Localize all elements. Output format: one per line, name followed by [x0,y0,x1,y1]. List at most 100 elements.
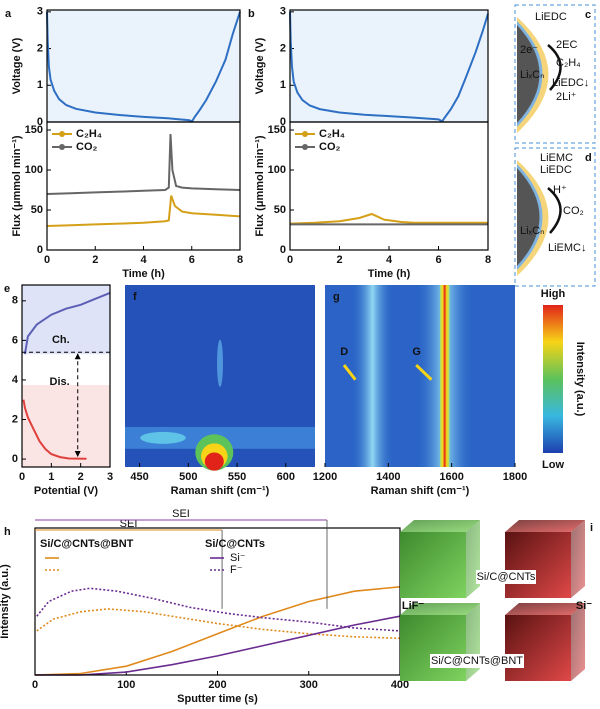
plot-background [47,10,240,122]
series-line [289,212,488,225]
y-tick-label: 0 [37,244,43,256]
panel-label: d [585,152,592,164]
y-tick-label: 2 [12,413,18,425]
diagram-text: LiEMC↓ [548,242,587,254]
sample-label: Si/C@CNTs@BNT [431,655,523,667]
legend-label: F⁻ [230,564,243,576]
annotation: D [340,346,348,358]
y-tick-label: 2 [280,42,286,54]
y-tick-label: 100 [268,164,286,176]
x-tick-label: 0 [19,471,25,483]
panel-label: f [133,291,137,303]
y-axis-label: Voltage (V) [11,37,23,94]
diagram-text: CO₂ [563,205,584,217]
x-axis-label: Time (h) [368,268,411,280]
diagram-text: LiEDC [540,164,572,176]
panel-label: b [248,8,255,20]
y-tick-label: 150 [25,124,43,136]
arrow-head [74,353,81,360]
heatmap-band [351,285,394,467]
y-tick-label: 100 [25,164,43,176]
x-tick-label: 1200 [313,471,337,483]
diagram-text: LiₓCₙ [520,225,545,237]
legend-marker [59,144,65,150]
y-tick-label: 150 [268,124,286,136]
legend-group: Si/C@CNTs@BNT [40,538,134,550]
label-box [430,654,524,668]
series-line [35,615,401,676]
graphite-particle [517,168,540,266]
colorbar-label: Low [542,459,564,471]
label-box [476,570,536,584]
x-tick-label: 300 [300,679,318,691]
heatmap-feature [204,452,224,471]
legend-label: CO₂ [76,141,98,153]
legend-marker [59,131,65,137]
annotation: Dis. [50,376,70,388]
x-tick-label: 6 [435,254,441,266]
lif-map [400,520,480,532]
x-axis-label: Sputter time (s) [177,693,258,705]
si-map [571,520,585,598]
sei-label: SEI [172,508,190,520]
axes-frame [34,527,401,676]
axes-frame [21,284,111,468]
heatmap-feature [217,339,223,387]
x-tick-label: 200 [208,679,226,691]
arrow [415,363,433,381]
series-line [36,608,401,640]
lif-map [466,603,480,681]
x-axis-label: Raman shift (cm⁻¹) [371,485,470,497]
lif-map [466,520,480,598]
diagram-text: LiEDC↓ [552,77,589,89]
si-map [505,532,571,598]
panel-label: e [4,283,10,295]
legend-label: CO₂ [319,141,341,153]
heatmap-line [439,285,450,467]
y-tick-label: 1 [37,79,43,91]
lif-map [400,615,466,681]
series-line [289,11,489,123]
y-tick-label: 4 [12,374,19,386]
y-tick-label: 1 [280,79,286,91]
y-tick-label: 0 [37,116,43,128]
si-map [505,520,585,532]
lif-map [400,532,466,598]
panel-label: h [4,526,11,538]
y-tick-label: 0 [12,453,18,465]
x-tick-label: 550 [228,471,246,483]
y-tick-label: 3 [280,6,286,18]
legend-label: C₂H₄ [76,128,102,140]
x-tick-label: 3 [107,471,113,483]
x-tick-label: 1400 [376,471,400,483]
diagram-text: LiₓCₙ [520,69,545,81]
y-tick-label: 50 [274,204,286,216]
x-tick-label: 1800 [503,471,527,483]
annotation: Ch. [52,334,70,346]
axes-frame [289,121,489,251]
legend-marker [302,131,308,137]
arrow [342,364,357,381]
sample-label: Si/C@CNTs [477,571,536,583]
y-tick-label: 0 [280,244,286,256]
colorbar-label: High [541,288,566,300]
y-tick-label: 2 [37,42,43,54]
series-line [23,291,111,355]
panel-label: a [5,8,12,20]
x-tick-label: 400 [391,679,409,691]
y-axis-label: Intensity (a.u.) [0,564,11,639]
x-tick-label: 450 [130,471,148,483]
x-axis-label: Time (h) [122,268,165,280]
annotation: G [412,346,421,358]
x-tick-label: 500 [179,471,197,483]
y-tick-label: 0 [280,116,286,128]
y-tick-label: 6 [12,334,18,346]
y-tick-label: 8 [12,295,18,307]
sei-label: SEI [120,518,138,530]
diagram-text: H⁺ [553,184,567,196]
y-tick-label: 3 [37,6,43,18]
diagram-text: 2EC [556,39,577,51]
element-label: Si⁻ [576,600,592,612]
y-tick-label: 50 [31,204,43,216]
